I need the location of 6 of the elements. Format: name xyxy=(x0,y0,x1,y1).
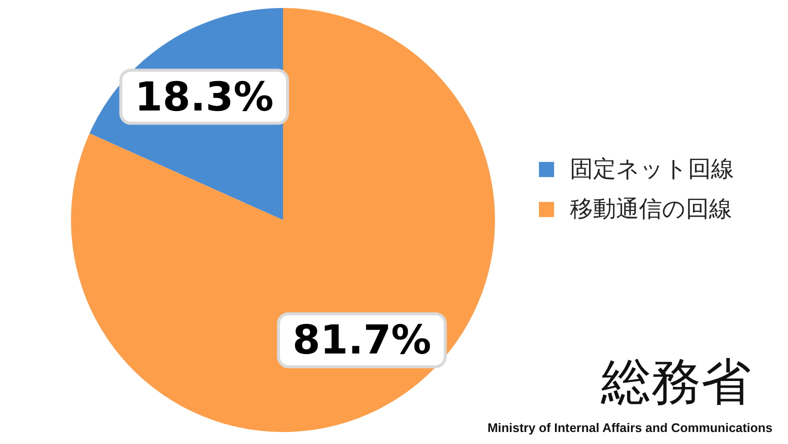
text: 総務省 xyxy=(600,354,751,410)
data-label: 18.3% xyxy=(134,74,274,120)
legend-label: 移動通信の回線 xyxy=(570,196,732,222)
data-label: 81.7% xyxy=(292,318,432,364)
text: Ministry of Internal Affairs and Communications xyxy=(488,421,773,435)
legend-label: 固定ネット回線 xyxy=(570,156,734,182)
